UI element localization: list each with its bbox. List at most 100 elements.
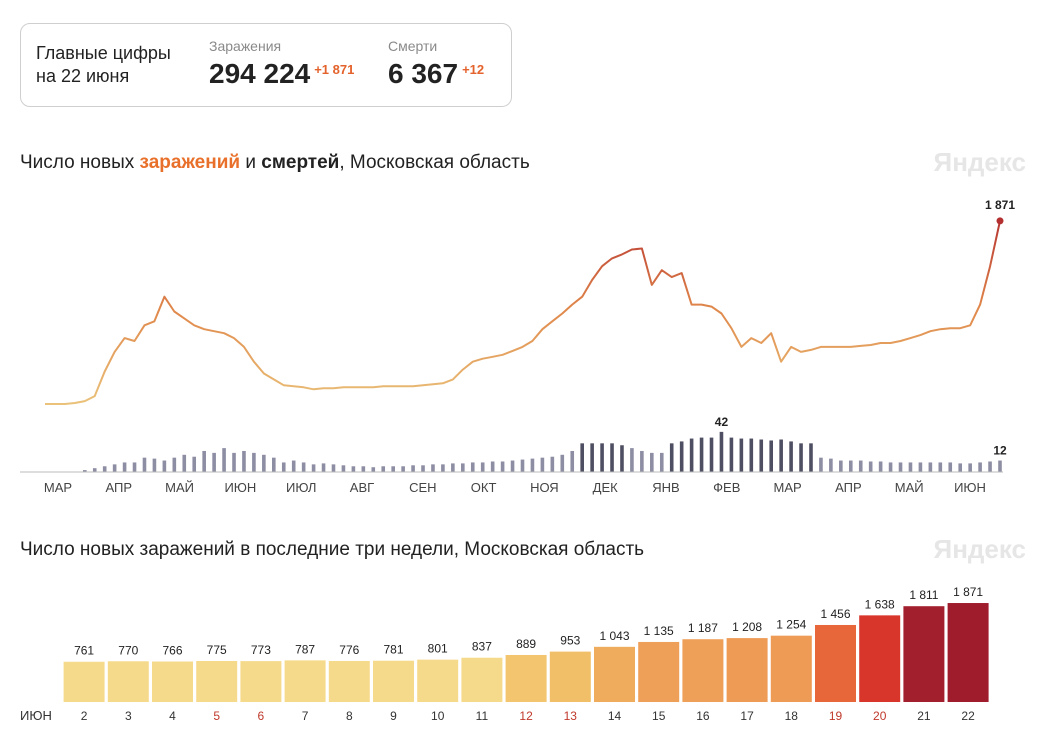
x-tick-label: 16 [696, 709, 710, 723]
x-tick-label: 9 [390, 709, 397, 723]
summary-box: Главные цифры на 22 июня Заражения 294 2… [20, 23, 512, 107]
x-tick-label: ЯНВ [652, 480, 679, 495]
death-bar [669, 443, 674, 472]
title-part: заражений [140, 152, 241, 173]
death-bar [371, 467, 376, 472]
value-label: 761 [74, 644, 94, 658]
death-bar [202, 450, 206, 472]
death-bar [958, 463, 963, 472]
x-tick-label: 3 [125, 709, 132, 723]
death-bar [809, 443, 813, 472]
x-tick-label: НОЯ [530, 480, 559, 495]
death-bar [192, 456, 197, 472]
value-label: 776 [339, 643, 359, 657]
death-bar [580, 443, 584, 472]
death-bar [848, 460, 853, 472]
bar [196, 661, 238, 702]
death-bar [311, 464, 316, 472]
title-part: Число новых [20, 152, 140, 173]
value-label: 1 043 [599, 629, 629, 643]
death-bar [908, 462, 913, 472]
death-bar [490, 461, 495, 472]
cases-stat: Заражения 294 224 +1 871 [209, 38, 354, 90]
x-tick-label: ИЮН [224, 480, 256, 495]
death-bar [858, 460, 863, 472]
bar [107, 661, 149, 702]
death-bar [928, 462, 933, 472]
summary-title-line: Главные цифры [36, 43, 171, 63]
death-bar [789, 441, 793, 472]
death-bar [421, 465, 425, 472]
death-bar [480, 462, 485, 472]
death-bar [749, 438, 754, 472]
value-label: 889 [516, 637, 536, 651]
bar [682, 639, 724, 702]
value-label: 1 871 [953, 585, 983, 599]
x-tick-label: 11 [476, 709, 489, 723]
death-bar [272, 457, 276, 472]
death-bar [799, 443, 803, 472]
death-bar [461, 463, 465, 472]
death-bar [839, 460, 843, 472]
value-label: 1 456 [820, 607, 850, 621]
x-tick-label: 13 [564, 709, 578, 723]
title-part: и [240, 152, 261, 173]
value-label: 1 811 [909, 588, 938, 602]
value-label: 801 [428, 642, 448, 656]
death-bar [679, 441, 684, 472]
death-bar [988, 461, 992, 472]
death-bar [102, 466, 107, 472]
x-tick-label: 14 [608, 709, 622, 723]
x-tick-label: 5 [213, 709, 220, 723]
x-tick-label: 22 [961, 709, 975, 723]
x-tick-label: СЕН [409, 480, 436, 495]
bar [726, 638, 768, 702]
bar [417, 659, 459, 702]
death-bar [182, 454, 187, 472]
death-bar [162, 460, 167, 472]
death-bar [82, 470, 87, 472]
bar [638, 641, 680, 702]
death-bar [331, 464, 336, 472]
title-part: , Московская область [339, 152, 529, 173]
bar [505, 654, 547, 702]
x-tick-label: 18 [785, 709, 799, 723]
x-tick-label: 7 [302, 709, 309, 723]
death-bar [510, 460, 515, 472]
value-label: 953 [560, 634, 580, 648]
death-bar [291, 460, 296, 472]
x-tick-label: ИЮН [954, 480, 986, 495]
stat-total: 6 367 [388, 58, 459, 89]
x-tick-label: ДЕК [593, 480, 618, 495]
value-label: 1 871 [985, 198, 1015, 212]
x-tick-label: 6 [258, 709, 265, 723]
death-bar [590, 443, 594, 472]
death-bar [112, 464, 117, 472]
x-tick-label: 21 [917, 709, 931, 723]
value-label: 12 [993, 444, 1007, 458]
value-label: 775 [207, 643, 227, 657]
death-bar [232, 452, 236, 472]
x-tick-label: 4 [169, 709, 176, 723]
death-bar [540, 457, 545, 472]
value-label: 773 [251, 643, 271, 657]
value-label: 781 [383, 643, 403, 657]
value-label: 770 [118, 643, 138, 657]
death-bar [301, 462, 306, 472]
value-label: 1 135 [644, 624, 674, 638]
x-tick-label: 8 [346, 709, 353, 723]
value-label: 837 [472, 640, 492, 654]
x-tick-label: МАЙ [165, 480, 194, 495]
death-bar [500, 461, 505, 472]
death-bar [560, 454, 565, 472]
death-bar [650, 452, 654, 472]
x-axis-label: ИЮН [20, 708, 52, 723]
death-bar [431, 464, 435, 472]
death-bar [570, 450, 575, 472]
deaths-stat: Смерти 6 367 +12 [388, 38, 484, 90]
death-bar [699, 437, 704, 472]
chart-title: Число новых заражений в последние три не… [20, 539, 644, 560]
death-bar [142, 457, 147, 472]
value-label: 766 [162, 643, 182, 657]
value-label: 1 187 [688, 621, 718, 635]
